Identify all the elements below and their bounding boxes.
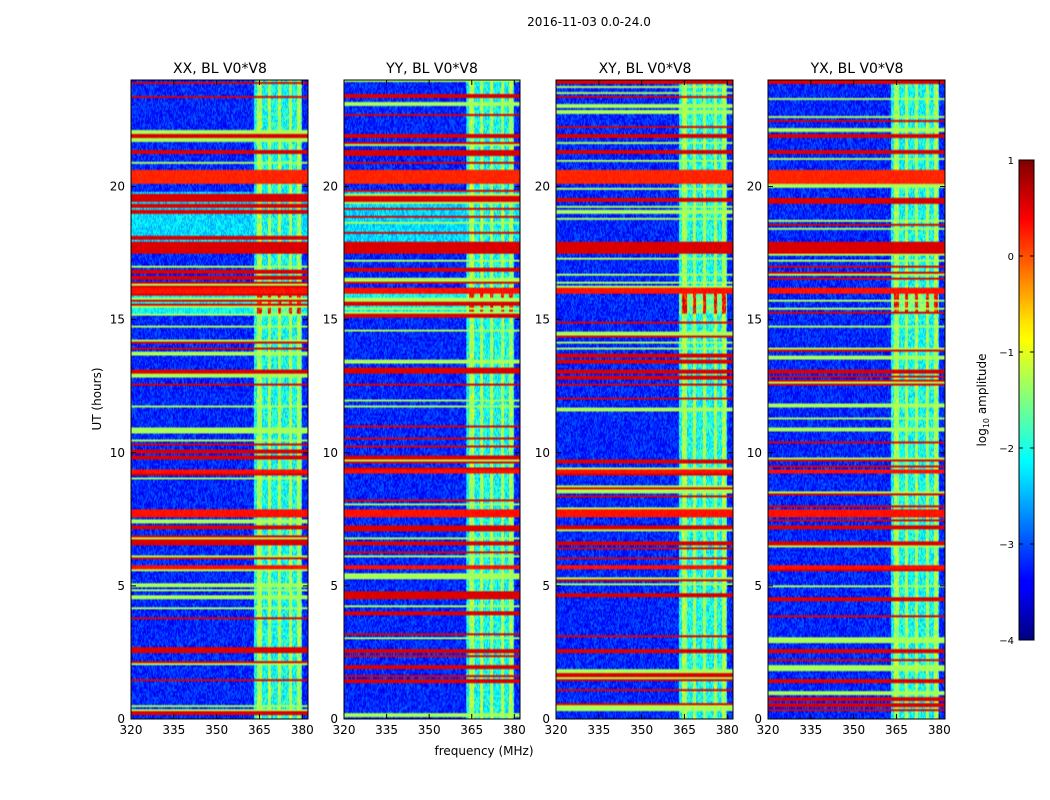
y-tick-label-xx-5: 5 bbox=[117, 579, 125, 593]
panel-yx: YX, BL V0*V8 320 335 350 365 380 0 5 10 15 20 bbox=[747, 61, 951, 737]
y-ticks-yy: 0 5 10 15 20 bbox=[323, 180, 520, 726]
y-ticks-yx: 0 5 10 15 20 bbox=[747, 180, 945, 726]
y-tick-label-xx-15: 15 bbox=[110, 313, 125, 327]
colorbar-tick-label-4: 0 bbox=[1008, 252, 1014, 263]
x-tick-label-yy-335: 335 bbox=[375, 723, 398, 737]
colorbar-tick-label-0: −4 bbox=[999, 636, 1014, 647]
plot-frame-yx bbox=[767, 79, 946, 720]
x-tick-label-yx-350: 350 bbox=[842, 723, 865, 737]
y-tick-label-xx-20: 20 bbox=[110, 180, 125, 194]
y-tick-label-yy-5: 5 bbox=[330, 579, 338, 593]
colorbar: −4 −3 −2 −1 0 1 log10 amplitude bbox=[975, 156, 1035, 647]
panel-title-yy: YY, BL V0*V8 bbox=[385, 61, 478, 77]
panel-title-xy: XY, BL V0*V8 bbox=[599, 61, 692, 77]
y-tick-label-xy-0: 0 bbox=[542, 712, 550, 726]
plot-frame-xy bbox=[555, 79, 734, 720]
y-tick-label-yx-20: 20 bbox=[747, 180, 762, 194]
x-tick-label-xy-320: 320 bbox=[545, 723, 568, 737]
colorbar-ticks: −4 −3 −2 −1 0 1 bbox=[999, 156, 1034, 647]
colorbar-tick-label-3: −1 bbox=[999, 348, 1014, 359]
x-tick-label-yx-380: 380 bbox=[928, 723, 951, 737]
y-tick-label-xy-15: 15 bbox=[535, 313, 550, 327]
y-tick-label-xx-10: 10 bbox=[110, 446, 125, 460]
y-tick-label-xy-10: 10 bbox=[535, 446, 550, 460]
colorbar-label-sub: 10 bbox=[982, 418, 991, 428]
colorbar-gradient bbox=[1018, 159, 1035, 641]
heatmap-image-yy bbox=[344, 80, 520, 719]
panel-xx: XX, BL V0*V8 320 335 350 365 380 0 5 10 15 20 UT… bbox=[90, 61, 314, 737]
y-tick-label-yx-10: 10 bbox=[747, 446, 762, 460]
y-tick-label-yx-0: 0 bbox=[754, 712, 762, 726]
x-tick-label-yy-380: 380 bbox=[503, 723, 526, 737]
y-tick-label-xy-5: 5 bbox=[542, 579, 550, 593]
panel-xy: XY, BL V0*V8 320 335 350 365 380 0 5 10 15 20 bbox=[535, 61, 739, 737]
colorbar-label-log: log bbox=[975, 428, 989, 446]
x-tick-label-yy-350: 350 bbox=[418, 723, 441, 737]
x-tick-label-xy-380: 380 bbox=[716, 723, 739, 737]
x-tick-label-xy-365: 365 bbox=[673, 723, 696, 737]
x-tick-label-yy-365: 365 bbox=[460, 723, 483, 737]
y-tick-label-yx-15: 15 bbox=[747, 313, 762, 327]
y-ticks-xy: 0 5 10 15 20 bbox=[535, 180, 733, 726]
x-tick-label-xx-335: 335 bbox=[162, 723, 185, 737]
x-tick-label-yx-335: 335 bbox=[799, 723, 822, 737]
y-ticks-xx: 0 5 10 15 20 bbox=[110, 180, 308, 726]
x-tick-label-yx-365: 365 bbox=[885, 723, 908, 737]
panel-title-yx: YX, BL V0*V8 bbox=[810, 61, 904, 77]
y-tick-label-xx-0: 0 bbox=[117, 712, 125, 726]
y-tick-label-yy-15: 15 bbox=[323, 313, 338, 327]
x-tick-label-xy-335: 335 bbox=[587, 723, 610, 737]
x-ticks-yx: 320 335 350 365 380 bbox=[757, 80, 951, 737]
y-tick-label-yx-5: 5 bbox=[754, 579, 762, 593]
colorbar-label-rest: amplitude bbox=[975, 354, 989, 418]
x-ticks-xy: 320 335 350 365 380 bbox=[545, 80, 739, 737]
x-tick-label-xx-365: 365 bbox=[248, 723, 271, 737]
colorbar-label: log10 amplitude bbox=[975, 354, 991, 447]
x-tick-label-xx-320: 320 bbox=[120, 723, 143, 737]
y-tick-label-xy-20: 20 bbox=[535, 180, 550, 194]
x-tick-label-yy-320: 320 bbox=[333, 723, 356, 737]
colorbar-tick-label-2: −2 bbox=[999, 444, 1014, 455]
y-tick-label-yy-0: 0 bbox=[330, 712, 338, 726]
x-axis-label: frequency (MHz) bbox=[434, 744, 533, 758]
plot-frame-xx bbox=[130, 79, 309, 720]
x-tick-label-xx-350: 350 bbox=[205, 723, 228, 737]
x-ticks-xx: 320 335 350 365 380 bbox=[120, 80, 314, 737]
colorbar-tick-label-5: 1 bbox=[1008, 156, 1014, 167]
x-tick-label-yx-320: 320 bbox=[757, 723, 780, 737]
plot-frame-yy bbox=[343, 79, 521, 720]
heatmap-image-yx bbox=[768, 80, 945, 719]
y-axis-label: UT (hours) bbox=[90, 367, 104, 430]
figure-title: 2016-11-03 0.0-24.0 bbox=[527, 15, 651, 29]
x-tick-label-xx-380: 380 bbox=[291, 723, 314, 737]
panel-yy: YY, BL V0*V8 320 335 350 365 380 0 5 10 15 20 fr… bbox=[323, 61, 534, 758]
colorbar-tick-label-1: −3 bbox=[999, 540, 1014, 551]
heatmap-image-xy bbox=[556, 80, 733, 719]
y-tick-label-yy-20: 20 bbox=[323, 180, 338, 194]
x-tick-label-xy-350: 350 bbox=[630, 723, 653, 737]
x-ticks-yy: 320 335 350 365 380 bbox=[333, 80, 526, 737]
y-tick-label-yy-10: 10 bbox=[323, 446, 338, 460]
panel-title-xx: XX, BL V0*V8 bbox=[173, 61, 267, 77]
heatmap-image-xx bbox=[131, 80, 308, 719]
